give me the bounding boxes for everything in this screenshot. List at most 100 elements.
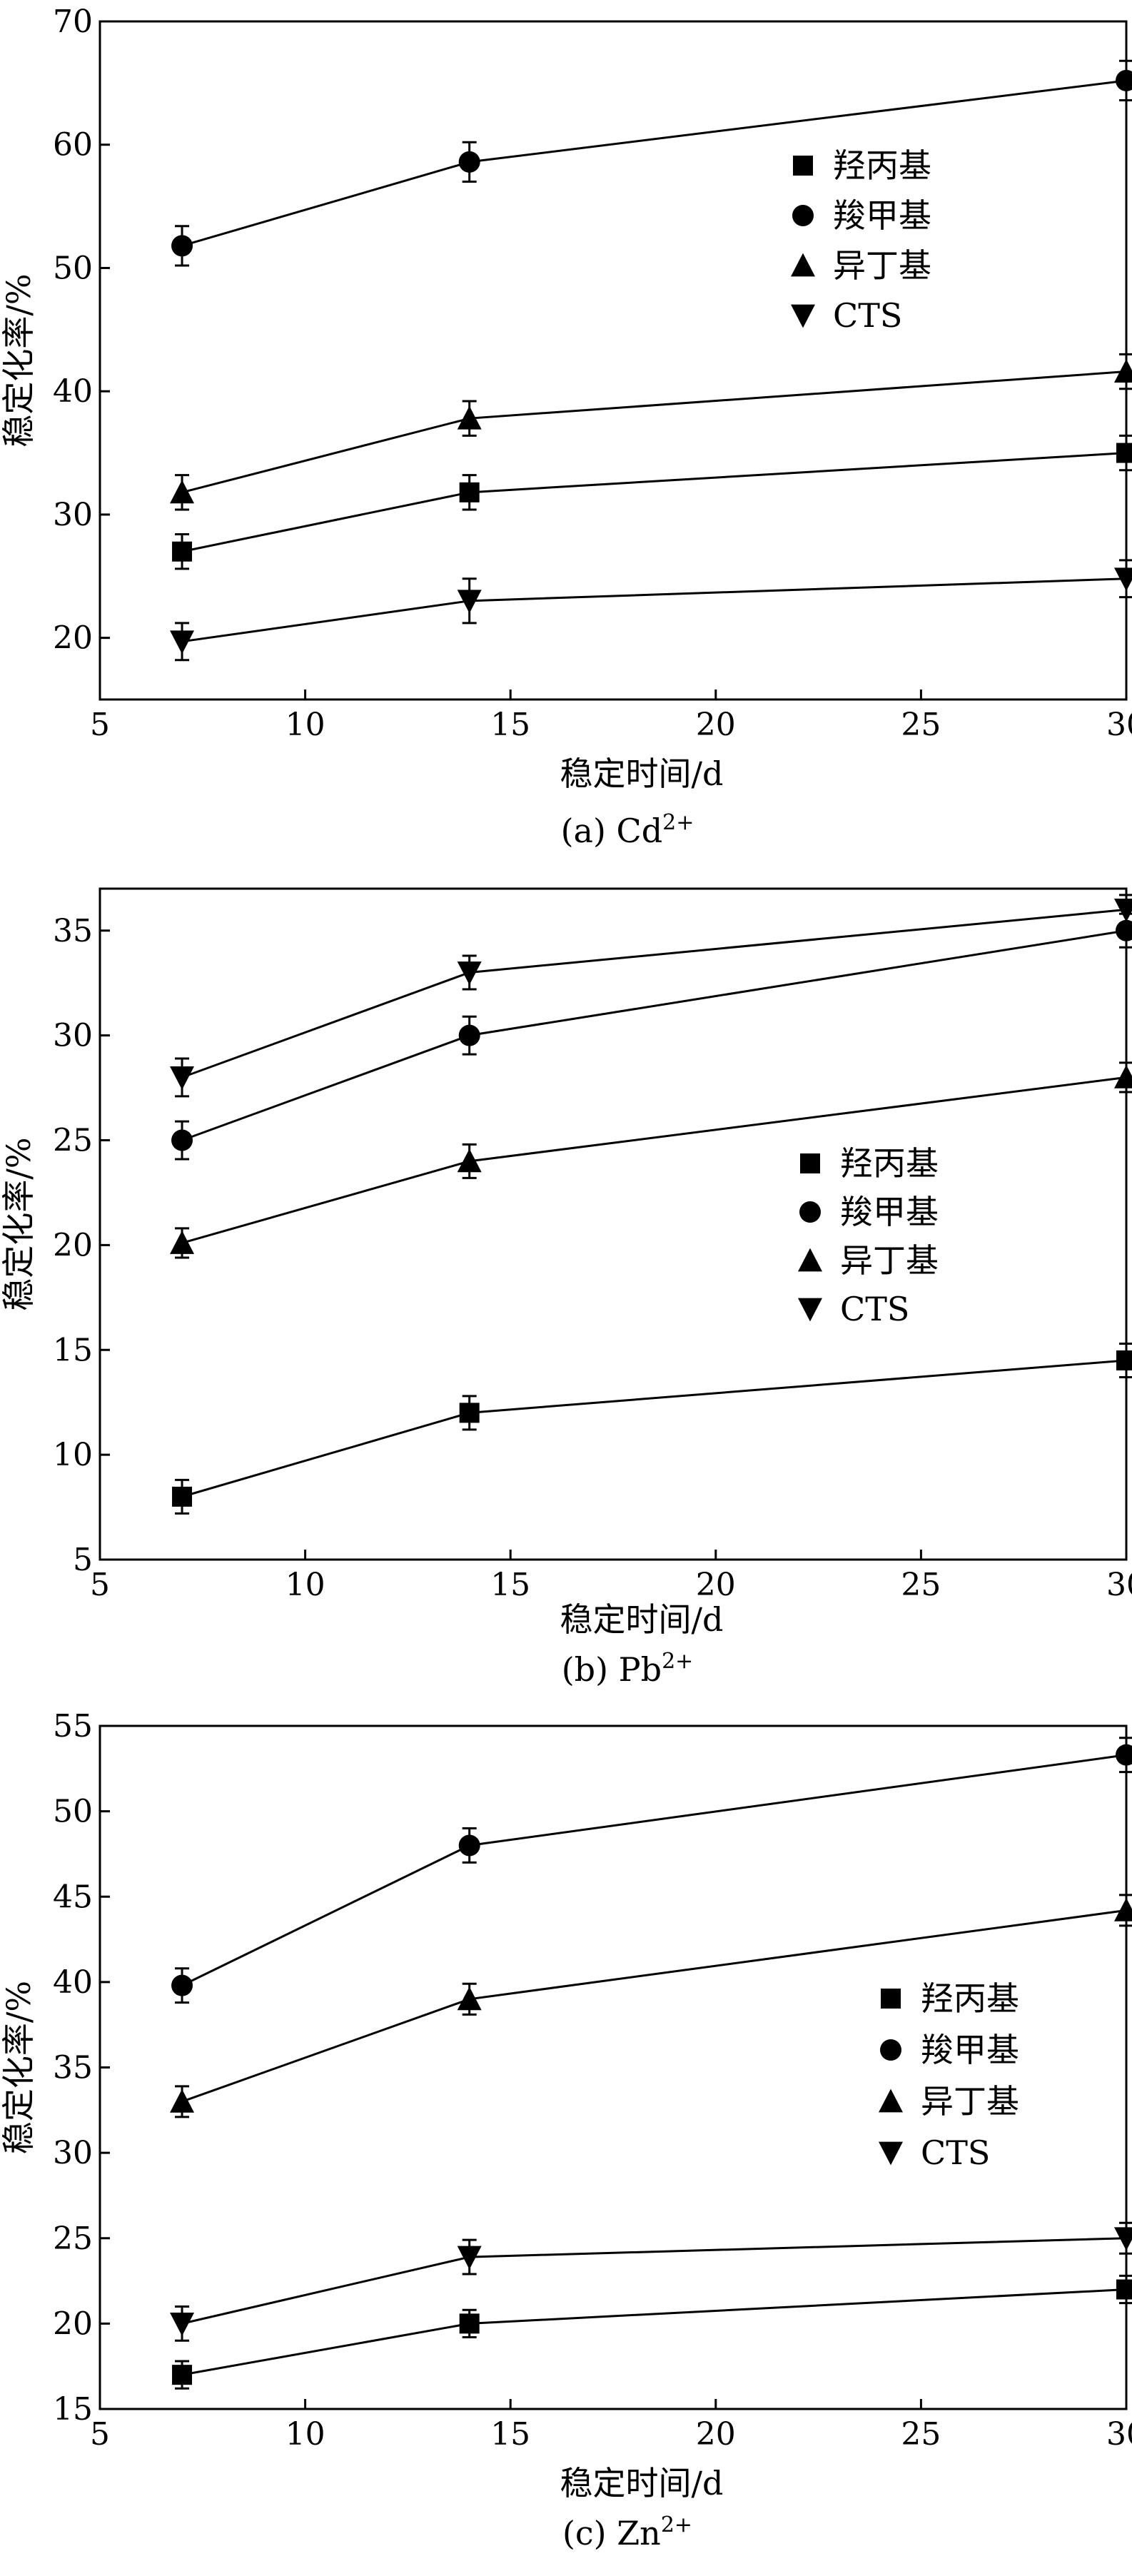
data-point [459, 2313, 480, 2334]
legend-label: 羧甲基 [833, 196, 931, 235]
data-point [1116, 2279, 1132, 2300]
y-tick-label: 55 [53, 1708, 93, 1744]
data-point [1116, 1350, 1132, 1370]
y-tick-label: 50 [53, 1794, 93, 1830]
legend-marker [800, 1153, 820, 1173]
legend-marker [799, 1201, 821, 1223]
legend-marker [880, 2039, 901, 2061]
data-point [457, 2246, 482, 2270]
caption-text: (b) Pb [562, 1650, 662, 1689]
y-tick-label: 30 [53, 1018, 93, 1054]
x-tick-label: 20 [696, 707, 736, 743]
data-point [171, 1129, 193, 1151]
chart-panel-3: 5 10 15 20 25 30 15 20 25 30 35 40 45 50 55 稳定时间/d 稳定化率/… [0, 1708, 1132, 2552]
data-point [1116, 69, 1132, 91]
y-tick-label: 20 [53, 1227, 93, 1263]
y-tick-label: 20 [53, 620, 93, 657]
y-tick-label: 30 [53, 497, 93, 533]
caption-superscript: 2+ [662, 810, 694, 835]
caption-text: (a) Cd [561, 812, 663, 850]
x-tick-label: 25 [901, 1567, 941, 1603]
data-point [459, 1403, 480, 1423]
x-tick-label: 10 [285, 707, 325, 743]
panel-caption: (c) Zn2+ [562, 2512, 692, 2552]
data-point [457, 1148, 482, 1173]
legend-label: 羟丙基 [921, 1979, 1019, 2018]
x-tick-label: 25 [901, 707, 941, 743]
series-triangle-up [170, 1894, 1132, 2118]
data-point [170, 2312, 195, 2336]
y-tick-label: 40 [53, 373, 93, 410]
series-triangle-down [170, 2221, 1132, 2342]
series-circle [171, 59, 1132, 267]
data-point [458, 1024, 480, 1046]
legend-marker [798, 1248, 822, 1272]
y-tick-label: 35 [53, 913, 93, 949]
caption-text: (c) Zn [562, 2514, 661, 2552]
data-point [170, 2088, 195, 2113]
legend-label: CTS [833, 296, 902, 335]
x-tick-label: 15 [490, 1567, 530, 1603]
data-point [171, 235, 193, 257]
y-tick-label: 70 [53, 4, 93, 40]
data-point [458, 1834, 480, 1857]
legend-marker [793, 156, 813, 176]
legend-label: 异丁基 [833, 246, 931, 285]
legend-label: 异丁基 [921, 2082, 1019, 2121]
legend-label: CTS [840, 1290, 909, 1328]
data-point [457, 961, 482, 985]
y-tick-label: 5 [73, 1542, 93, 1578]
x-tick-label: 30 [1106, 707, 1132, 743]
panel-caption: (b) Pb2+ [562, 1649, 694, 1689]
data-point [1114, 1897, 1132, 1921]
data-point [172, 2365, 193, 2385]
series-triangle-up [170, 353, 1132, 511]
x-tick-label: 5 [90, 1567, 110, 1603]
y-axis-title: 稳定化率/% [0, 1137, 38, 1310]
y-tick-label: 50 [53, 250, 93, 286]
legend-marker [881, 1989, 901, 2009]
x-tick-label: 10 [285, 2416, 325, 2453]
x-tick-label: 30 [1106, 2416, 1132, 2453]
series-triangle-down [170, 559, 1132, 662]
x-axis-title: 稳定时间/d [560, 2464, 724, 2502]
legend-marker [879, 2141, 903, 2166]
data-point [1116, 1744, 1132, 1766]
y-tick-label: 60 [53, 127, 93, 163]
x-tick-label: 20 [696, 2416, 736, 2453]
data-point [172, 541, 193, 562]
series-square [172, 1342, 1132, 1515]
x-tick-label: 15 [490, 2416, 530, 2453]
data-point [1114, 567, 1132, 592]
data-point [1114, 2227, 1132, 2251]
x-tick-label: 5 [90, 2416, 110, 2453]
legend-label: CTS [921, 2133, 990, 2172]
plot-frame [98, 887, 1128, 1561]
caption-superscript: 2+ [661, 2512, 692, 2537]
legend-label: 羟丙基 [840, 1144, 939, 1183]
data-point [1116, 443, 1132, 463]
legend-marker [798, 1298, 822, 1322]
panel-caption: (a) Cd2+ [561, 810, 694, 850]
x-tick-label: 10 [285, 1567, 325, 1603]
y-tick-label: 25 [53, 2221, 93, 2257]
y-tick-label: 25 [53, 1123, 93, 1159]
data-point [170, 1231, 195, 1254]
data-point [458, 151, 480, 173]
legend-label: 羧甲基 [921, 2031, 1019, 2069]
legend-marker [791, 253, 815, 277]
series-triangle-down [170, 894, 1132, 1098]
y-tick-label: 10 [53, 1437, 93, 1473]
y-tick-label: 40 [53, 1964, 93, 2001]
y-tick-label: 30 [53, 2135, 93, 2171]
data-point [170, 480, 195, 504]
x-tick-label: 15 [490, 707, 530, 743]
x-axis-title: 稳定时间/d [560, 1600, 724, 1639]
x-tick-label: 20 [696, 1567, 736, 1603]
legend-label: 异丁基 [840, 1241, 939, 1280]
data-point [172, 1486, 193, 1507]
y-axis-title: 稳定化率/% [0, 1981, 38, 2154]
